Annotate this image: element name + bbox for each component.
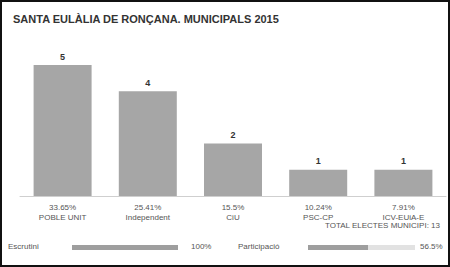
- svg-text:5: 5: [60, 52, 65, 62]
- svg-text:7.91%: 7.91%: [392, 203, 415, 212]
- html-text:56.5%: 56.5%: [420, 242, 443, 251]
- svg-text:1: 1: [401, 156, 406, 166]
- svg-text:2: 2: [230, 130, 235, 140]
- svg-text:SANTA EULÀLIA DE RONÇANA. MUNI: SANTA EULÀLIA DE RONÇANA. MUNICIPALS 201…: [13, 13, 279, 25]
- html-text:Escrutini: Escrutini: [8, 242, 39, 251]
- svg-text:1: 1: [316, 156, 321, 166]
- svg-text:CiU: CiU: [226, 213, 240, 222]
- svg-text:25.41%: 25.41%: [134, 203, 161, 212]
- svg-text:ICV-EUiA-E: ICV-EUiA-E: [383, 213, 425, 222]
- svg-text:15.5%: 15.5%: [222, 203, 245, 212]
- svg-text:33.65%: 33.65%: [49, 203, 76, 212]
- html-text:TOTAL ELECTES MUNICIPI: 13: TOTAL ELECTES MUNICIPI: 13: [325, 221, 440, 230]
- html-text:Participació: Participació: [238, 242, 280, 251]
- svg-text:4: 4: [145, 78, 150, 88]
- svg-text:PSC-CP: PSC-CP: [303, 213, 333, 222]
- svg-text:10.24%: 10.24%: [305, 203, 332, 212]
- svg-text:POBLE UNIT: POBLE UNIT: [39, 213, 87, 222]
- svg-text:Independent: Independent: [126, 213, 171, 222]
- html-text:100%: 100%: [191, 242, 212, 251]
